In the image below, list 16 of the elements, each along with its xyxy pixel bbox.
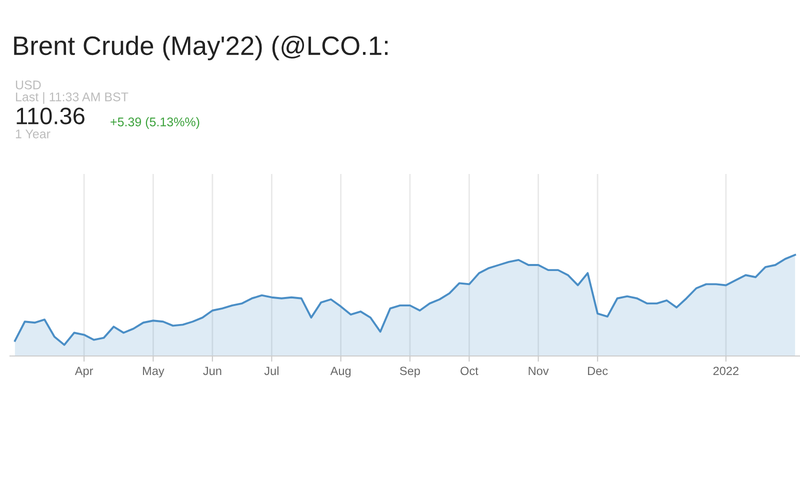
x-tick-label: Sep: [400, 366, 420, 378]
x-tick-label: 2022: [713, 366, 738, 376]
text: Last | 11:33 AM BST: [16, 92, 128, 104]
x-tick-label: Oct: [460, 366, 478, 376]
x-tick-label: Jul: [264, 366, 278, 376]
text: +5.39 (5.13%%): [110, 117, 200, 129]
chart-title: Brent Crude (May'22) (@LCO.1:: [14, 36, 388, 60]
text: USD: [16, 80, 41, 90]
text: 1 Year: [16, 130, 50, 138]
x-tick-label: Aug: [330, 366, 351, 378]
x-tick-label: Nov: [528, 366, 549, 376]
text: 110.36: [16, 108, 84, 124]
x-tick-label: Dec: [588, 366, 608, 376]
x-tick-label: Apr: [74, 366, 94, 378]
x-tick-label: May: [143, 366, 164, 378]
x-tick-label: Jun: [203, 366, 222, 376]
